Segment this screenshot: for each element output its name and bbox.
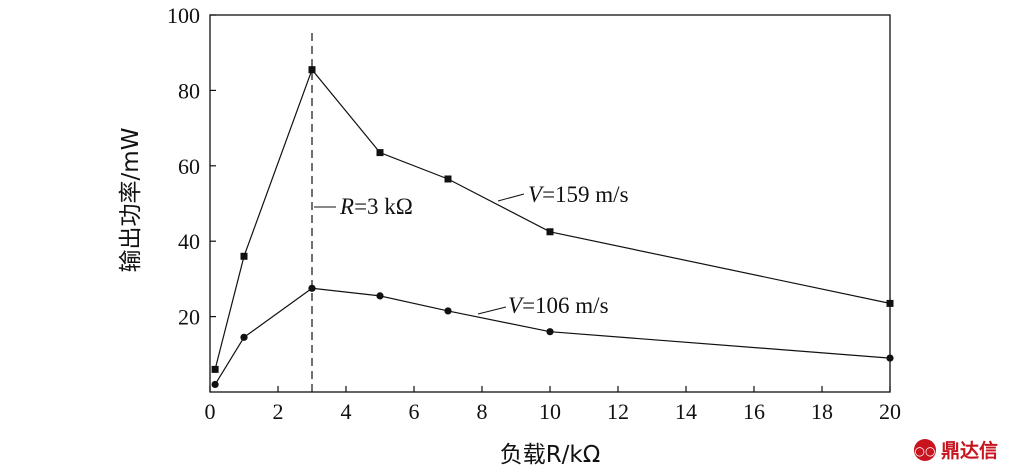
x-tick-label: 6 bbox=[409, 399, 420, 424]
series-2-point bbox=[444, 307, 452, 315]
series-1-point bbox=[546, 228, 554, 236]
series-1-point bbox=[308, 66, 316, 74]
x-tick-label: 0 bbox=[205, 399, 216, 424]
series-2-point bbox=[308, 284, 316, 292]
series-1-label: V=159 m/s bbox=[528, 182, 629, 207]
series-1-point bbox=[376, 149, 384, 157]
x-tick-label: 14 bbox=[675, 399, 697, 424]
series-2-point bbox=[886, 354, 894, 362]
watermark-icon-glyph: ○○ bbox=[915, 444, 936, 458]
x-tick-label: 8 bbox=[477, 399, 488, 424]
x-tick-label: 20 bbox=[879, 399, 901, 424]
series-1-point bbox=[886, 299, 894, 307]
series-2-point bbox=[211, 380, 219, 389]
x-tick-label: 4 bbox=[341, 399, 352, 424]
y-tick-label: 20 bbox=[178, 305, 200, 330]
y-tick-label: 80 bbox=[178, 78, 200, 103]
x-tick-label: 10 bbox=[539, 399, 561, 424]
series-1-point bbox=[211, 365, 219, 373]
watermark-text: 鼎达信 bbox=[941, 439, 998, 462]
y-tick-label: 40 bbox=[178, 229, 200, 254]
watermark-icon bbox=[914, 439, 936, 461]
x-tick-label: 2 bbox=[273, 399, 284, 424]
series-1-point bbox=[444, 175, 452, 183]
series-2-label-leader bbox=[477, 306, 507, 315]
x-tick-label: 18 bbox=[811, 399, 833, 424]
x-tick-label: 16 bbox=[743, 399, 765, 424]
ref-line-label: R=3 kΩ bbox=[339, 194, 413, 219]
y-tick-label: 60 bbox=[178, 154, 200, 179]
y-axis-title: 输出功率/mW bbox=[118, 128, 144, 273]
x-axis-title: 负载R/kΩ bbox=[500, 442, 601, 468]
series-2-label: V=106 m/s bbox=[508, 293, 609, 318]
watermark-logo: ○○ 鼎达信 bbox=[914, 439, 998, 462]
series-1-point bbox=[240, 252, 248, 260]
x-tick-label: 12 bbox=[607, 399, 629, 424]
series-1-label-leader bbox=[497, 193, 525, 202]
series-2-point bbox=[240, 333, 248, 341]
y-tick-label: 100 bbox=[167, 3, 200, 28]
series-1-line bbox=[214, 68, 891, 370]
series-2-point bbox=[546, 328, 554, 336]
series-2-point bbox=[376, 292, 384, 300]
